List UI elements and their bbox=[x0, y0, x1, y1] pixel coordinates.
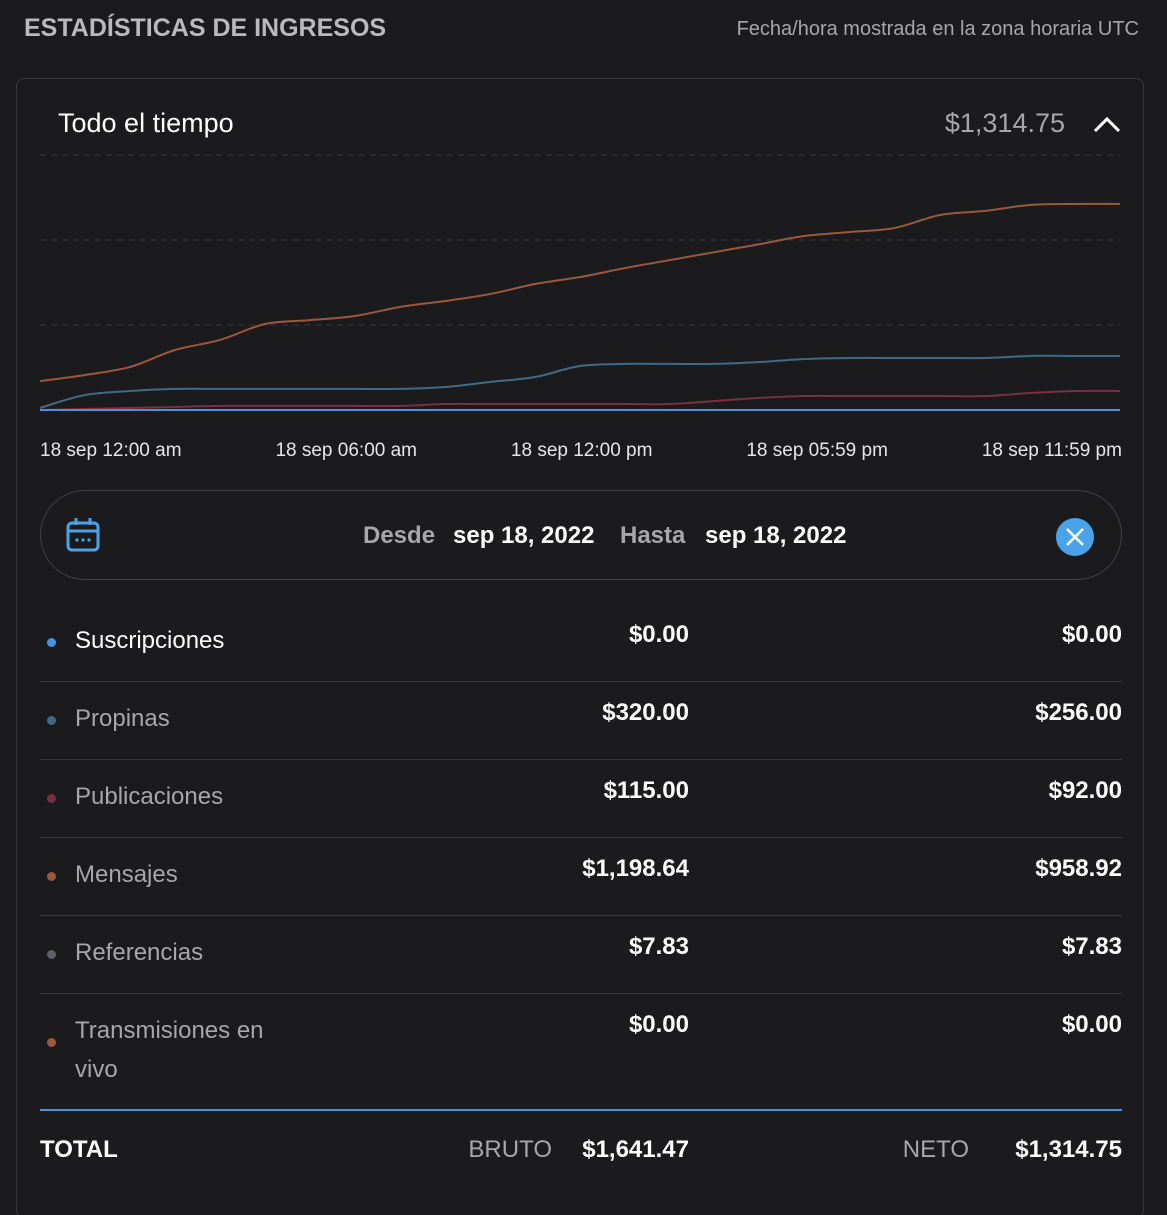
table-row: Mensajes $1,198.64 $958.92 bbox=[40, 837, 1122, 916]
clear-button[interactable] bbox=[1055, 517, 1095, 557]
legend-dot bbox=[47, 716, 56, 725]
total-label: TOTAL bbox=[40, 1136, 118, 1163]
row-gross: $115.00 bbox=[603, 777, 689, 804]
total-divider bbox=[40, 1109, 1122, 1111]
page-title: ESTADÍSTICAS DE INGRESOS bbox=[24, 14, 387, 42]
row-name: Mensajes bbox=[75, 861, 178, 888]
from-date: sep 18, 2022 bbox=[453, 522, 595, 549]
legend-dot bbox=[47, 950, 56, 959]
chart bbox=[39, 154, 1121, 411]
from-label: Desde bbox=[363, 522, 436, 549]
row-name: Transmisiones en vivo bbox=[75, 1017, 264, 1083]
table-row: Referencias $7.83 $7.83 bbox=[40, 915, 1122, 994]
table-row: Transmisiones en vivo $0.00 $0.00 bbox=[40, 993, 1122, 1093]
net-label: NETO bbox=[902, 1136, 969, 1163]
card bbox=[16, 78, 1144, 1215]
to-date: sep 18, 2022 bbox=[705, 522, 847, 549]
card-title: Todo el tiempo bbox=[58, 108, 234, 138]
series-line bbox=[39, 354, 1120, 409]
table-row: Suscripciones $0.00 $0.00 bbox=[40, 603, 1122, 682]
date-filter[interactable]: Desde sep 18, 2022 Hasta sep 18, 2022 bbox=[40, 490, 1122, 580]
row-gross: $1,198.64 bbox=[582, 855, 689, 882]
row-net: $958.92 bbox=[1035, 855, 1122, 882]
x-tick-label: 18 sep 12:00 pm bbox=[510, 440, 653, 461]
row-net: $7.83 bbox=[1061, 933, 1122, 960]
row-gross: $7.83 bbox=[628, 933, 689, 960]
row-gross: $320.00 bbox=[602, 699, 689, 726]
row-name: Suscripciones bbox=[75, 627, 225, 654]
row-net: $0.00 bbox=[1061, 1011, 1122, 1038]
legend-dot bbox=[47, 794, 56, 803]
to-label: Hasta bbox=[620, 522, 686, 549]
row-name: Propinas bbox=[75, 705, 170, 732]
row-gross: $0.00 bbox=[628, 621, 689, 648]
calendar-icon[interactable] bbox=[65, 517, 101, 553]
legend-dot bbox=[47, 872, 56, 881]
x-tick-label: 18 sep 06:00 am bbox=[275, 440, 417, 461]
row-net: $0.00 bbox=[1061, 621, 1122, 648]
row-net: $92.00 bbox=[1048, 777, 1122, 804]
net-total: $1,314.75 bbox=[1015, 1136, 1122, 1163]
card-total: $1,314.75 bbox=[944, 108, 1065, 138]
series-line bbox=[39, 202, 1121, 383]
gross-label: BRUTO bbox=[468, 1136, 552, 1163]
row-name: Publicaciones bbox=[75, 783, 224, 810]
table-row: Propinas $320.00 $256.00 bbox=[40, 681, 1122, 760]
gross-total: $1,641.47 bbox=[582, 1136, 689, 1163]
legend-dot bbox=[47, 638, 56, 647]
row-net: $256.00 bbox=[1035, 699, 1122, 726]
row-gross: $0.00 bbox=[628, 1011, 689, 1038]
table-row: Publicaciones $115.00 $92.00 bbox=[40, 759, 1122, 838]
x-tick-label: 18 sep 05:59 pm bbox=[746, 440, 888, 461]
timezone-note: Fecha/hora mostrada en la zona horaria U… bbox=[736, 18, 1139, 40]
collapse-toggle[interactable] bbox=[1090, 112, 1124, 136]
legend-dot bbox=[47, 1038, 56, 1047]
x-tick-label: 18 sep 11:59 pm bbox=[981, 440, 1122, 461]
series-line bbox=[39, 389, 1121, 411]
row-name: Referencias bbox=[75, 939, 204, 966]
x-tick-label: 18 sep 12:00 am bbox=[40, 440, 182, 461]
x-axis: 18 sep 12:00 am 18 sep 06:00 am 18 sep 12:… bbox=[40, 440, 1122, 462]
